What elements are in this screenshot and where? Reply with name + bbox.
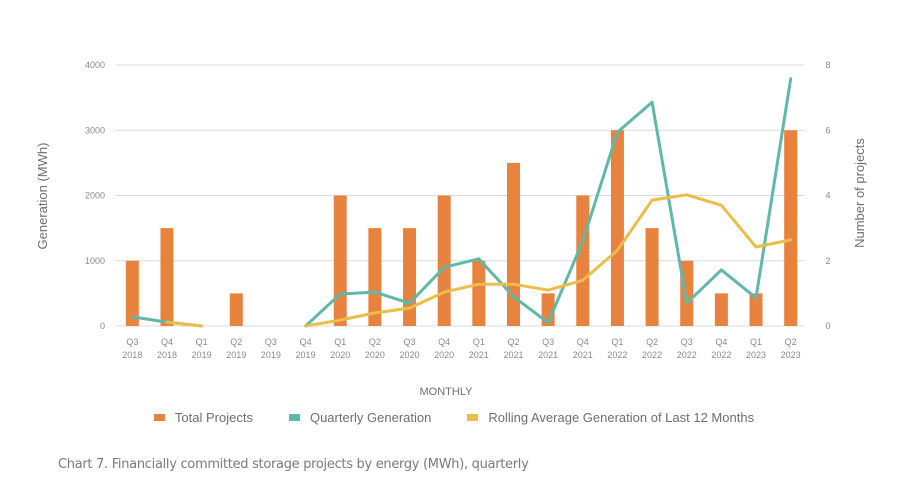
legend-swatch — [288, 414, 300, 421]
bar — [333, 195, 347, 326]
bar — [645, 228, 659, 326]
x-tick-label-year: 2021 — [538, 350, 558, 360]
y-tick-label-left: 2000 — [85, 191, 105, 201]
y-tick-label-right: 8 — [825, 60, 830, 70]
y-tick-label-left: 1000 — [85, 256, 105, 266]
x-tick-label-quarter: Q3 — [126, 337, 138, 347]
bar — [714, 293, 728, 326]
x-tick-label-year: 2022 — [711, 350, 731, 360]
y-tick-label-right: 0 — [825, 321, 830, 331]
chart-caption: Chart 7. Financially committed storage p… — [58, 457, 529, 472]
line-rolling-average — [304, 193, 793, 328]
legend-label: Total Projects — [174, 410, 253, 425]
bar — [749, 293, 763, 326]
x-tick-label-quarter: Q4 — [300, 337, 312, 347]
x-axis-title: MONTHLY — [420, 386, 474, 398]
legend-swatch — [153, 414, 165, 421]
bar — [610, 130, 624, 326]
x-tick-label-quarter: Q3 — [404, 337, 416, 347]
legend-label: Quarterly Generation — [309, 410, 432, 425]
x-tick-label-quarter: Q3 — [542, 337, 554, 347]
x-tick-label-year: 2020 — [434, 350, 454, 360]
y-axis-left: 0 1000 2000 3000 4000 — [85, 60, 105, 331]
x-tick-label-year: 2023 — [781, 350, 801, 360]
gridlines — [115, 64, 805, 327]
bar — [368, 228, 382, 326]
bar — [403, 228, 417, 326]
x-tick-label-quarter: Q2 — [507, 337, 519, 347]
x-tick-label-quarter: Q1 — [473, 337, 485, 347]
x-tick-label-quarter: Q1 — [334, 337, 346, 347]
legend-label: Rolling Average Generation of Last 12 Mo… — [488, 410, 755, 425]
x-tick-label-quarter: Q2 — [369, 337, 381, 347]
x-tick-label-quarter: Q1 — [196, 337, 208, 347]
x-tick-label-year: 2020 — [400, 350, 420, 360]
x-tick-label-year: 2019 — [226, 350, 246, 360]
bars-total-projects — [125, 130, 798, 326]
x-tick-label-quarter: Q2 — [646, 337, 658, 347]
y-tick-label-left: 3000 — [85, 125, 105, 135]
y-tick-label-right: 6 — [825, 125, 830, 135]
bar — [472, 260, 486, 326]
x-tick-label-year: 2020 — [330, 350, 350, 360]
x-tick-label-year: 2018 — [122, 350, 142, 360]
bar — [125, 260, 139, 326]
x-tick-label-quarter: Q1 — [750, 337, 762, 347]
line-quarterly-generation — [304, 77, 793, 328]
x-tick-label-year: 2019 — [192, 350, 212, 360]
legend-item-total-projects[interactable]: Total Projects — [153, 410, 253, 425]
bar — [437, 195, 451, 326]
x-tick-label-year: 2022 — [677, 350, 697, 360]
lines — [130, 77, 793, 328]
y-axis-right-title: Number of projects — [852, 138, 867, 248]
bar — [229, 293, 243, 326]
x-tick-label-year: 2021 — [573, 350, 593, 360]
bar — [784, 130, 798, 326]
x-tick-label-year: 2019 — [261, 350, 281, 360]
x-tick-label-quarter: Q3 — [681, 337, 693, 347]
x-tick-label-quarter: Q4 — [715, 337, 727, 347]
y-tick-label-right: 2 — [825, 256, 830, 266]
y-tick-label-left: 0 — [100, 321, 105, 331]
x-tick-label-quarter: Q3 — [265, 337, 277, 347]
x-tick-label-quarter: Q4 — [438, 337, 450, 347]
x-tick-label-quarter: Q2 — [230, 337, 242, 347]
x-tick-label-quarter: Q2 — [785, 337, 797, 347]
legend: Total Projects Quarterly Generation Roll… — [0, 410, 908, 425]
legend-item-rolling-average[interactable]: Rolling Average Generation of Last 12 Mo… — [467, 410, 754, 425]
x-tick-label-year: 2022 — [607, 350, 627, 360]
x-tick-label-year: 2020 — [365, 350, 385, 360]
legend-swatch — [467, 414, 479, 421]
bar — [576, 195, 590, 326]
y-tick-label-right: 4 — [825, 191, 830, 201]
x-tick-label-year: 2021 — [503, 350, 523, 360]
x-tick-label-year: 2023 — [746, 350, 766, 360]
x-tick-label-year: 2019 — [296, 350, 316, 360]
x-tick-label-quarter: Q4 — [161, 337, 173, 347]
y-axis-left-title: Generation (MWh) — [35, 143, 50, 250]
bar — [160, 228, 174, 326]
x-axis: Q3 2018 Q4 2018 Q1 2019 Q2 2019 Q3 2019 Q4 2019 Q1 20… — [122, 337, 800, 360]
x-tick-label-year: 2021 — [469, 350, 489, 360]
x-tick-label-year: 2022 — [642, 350, 662, 360]
legend-item-quarterly-generation[interactable]: Quarterly Generation — [288, 410, 432, 425]
x-tick-label-year: 2018 — [157, 350, 177, 360]
line-rolling-average — [165, 320, 204, 328]
x-tick-label-quarter: Q1 — [611, 337, 623, 347]
y-axis-right: 0 2 4 6 8 — [825, 60, 830, 331]
y-tick-label-left: 4000 — [85, 60, 105, 70]
x-tick-label-quarter: Q4 — [577, 337, 589, 347]
